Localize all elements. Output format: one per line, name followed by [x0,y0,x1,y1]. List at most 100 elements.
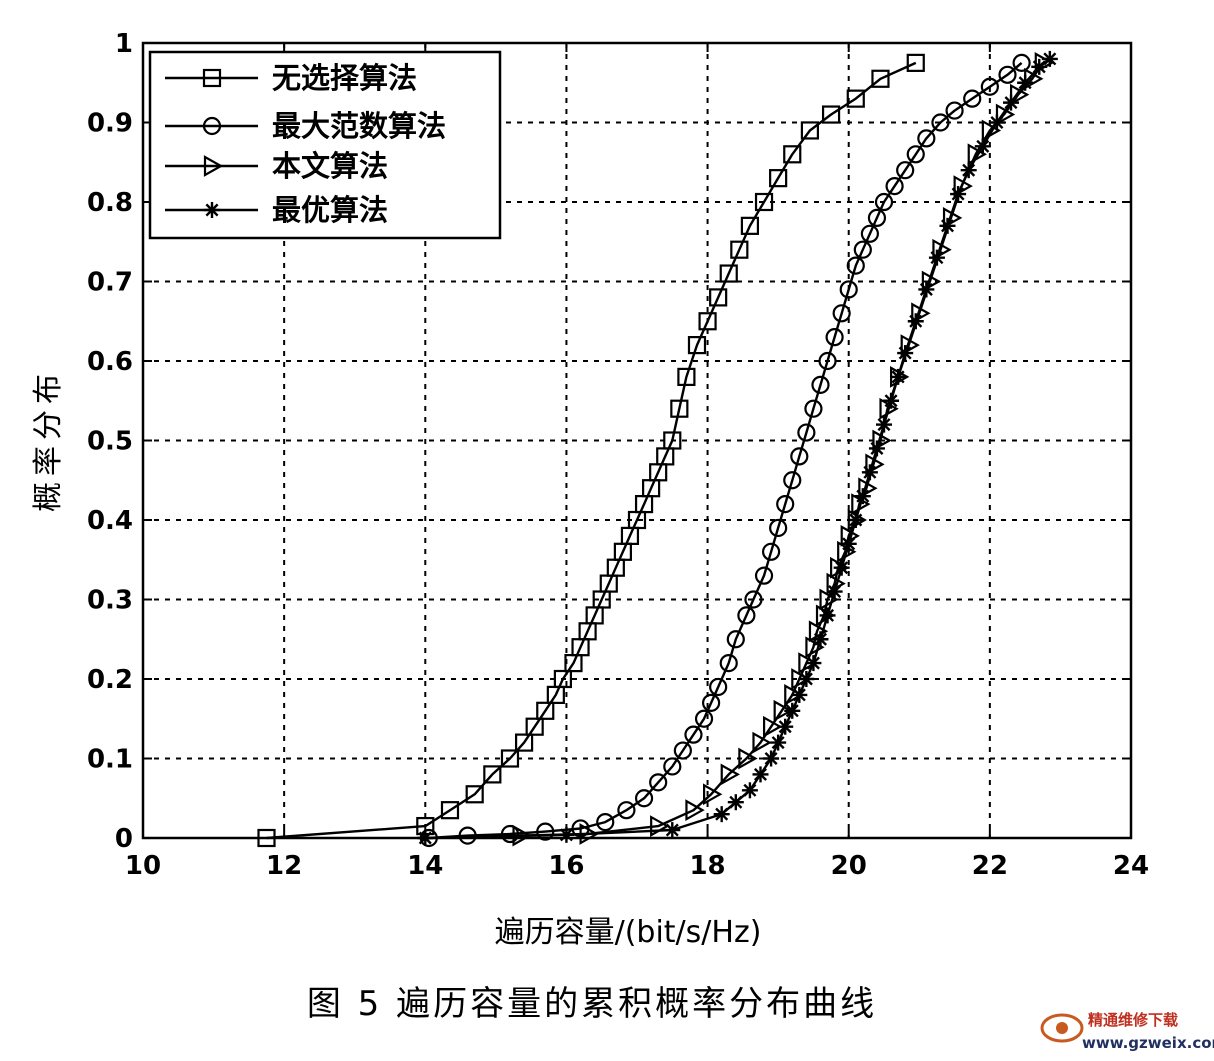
x-tick-label: 10 [125,851,161,881]
data-point [791,686,808,703]
data-point [709,288,728,307]
y-tick-label: 0.3 [87,586,133,616]
data-point [847,512,864,528]
data-point [950,186,967,203]
data-point [825,328,844,347]
data-point [663,431,682,450]
data-point [867,208,887,227]
data-point [906,53,925,72]
data-point [860,224,879,243]
watermark: 精通维修下载 www.gzweix.com [1040,1011,1214,1052]
watermark-url: www.gzweix.com [1082,1034,1214,1052]
data-point [854,488,871,505]
data-point [465,785,484,804]
data-point [797,423,816,442]
data-point [762,715,783,738]
data-point [726,630,745,649]
data-point [783,471,802,490]
x-tick-label: 22 [972,851,1008,881]
data-point [874,192,894,212]
data-point [741,782,758,799]
data-point [871,69,890,88]
data-point [853,240,872,259]
y-tick-label: 0.9 [87,109,133,139]
data-point [1003,94,1020,111]
data-point [752,731,772,754]
data-point [713,806,730,823]
y-tick-label: 0.2 [87,665,133,695]
data-point [673,741,692,760]
data-point [939,217,956,234]
data-point [701,693,721,712]
data-point [664,822,681,839]
data-point [839,280,858,299]
data-point [687,336,707,355]
x-tick-label: 24 [1113,851,1149,881]
data-point [783,145,802,164]
data-point [754,192,774,212]
data-point [596,812,615,832]
data-point [719,653,738,673]
eye-logo-icon [1040,1013,1084,1043]
data-point [514,733,534,752]
legend-label: 最大范数算法 [272,109,446,143]
data-point [458,826,477,845]
data-point [917,129,936,148]
data-point [738,747,758,770]
series-2 [419,53,1031,848]
y-tick-label: 0.1 [87,745,133,775]
legend-item: 最优算法 [165,193,388,227]
data-point [719,264,738,283]
data-point [790,447,809,466]
data-point [483,765,502,784]
data-point [811,375,830,394]
data-point [800,121,820,140]
data-point [840,535,857,552]
data-point [500,749,520,768]
data-point [440,801,460,820]
data-point [832,304,851,323]
data-point [634,789,654,808]
y-tick-label: 0.4 [87,506,133,536]
x-axis-title: 遍历容量/(bit/s/Hz) [495,915,762,950]
data-point [698,312,717,331]
data-point [1012,53,1031,72]
data-point [525,717,544,736]
data-point [980,77,999,96]
legend-marker [203,155,224,177]
x-tick-label: 12 [266,851,302,881]
data-point [963,89,982,108]
x-tick-label: 18 [689,851,725,881]
data-point [876,416,892,433]
y-tick-label: 0.5 [87,427,133,457]
data-point [960,162,977,179]
data-point [826,583,843,600]
data-point [649,773,668,792]
data-point [752,766,769,783]
data-point [536,822,555,841]
data-point [805,636,825,659]
data-point [819,588,839,611]
data-point [737,606,756,625]
data-point [740,216,760,235]
data-point [776,495,795,514]
data-point [553,669,573,689]
legend-item: 本文算法 [165,149,388,183]
data-point [907,313,924,330]
data-point [812,631,829,648]
data-point [846,89,865,108]
data-point [890,368,907,385]
data-point [784,702,801,719]
data-point [709,677,728,697]
data-point [1031,58,1048,75]
data-point [730,240,749,259]
data-point [670,399,689,418]
data-point [818,351,837,371]
data-point [694,709,714,728]
data-point [1017,74,1034,91]
data-point [684,725,703,744]
data-point [763,750,780,767]
